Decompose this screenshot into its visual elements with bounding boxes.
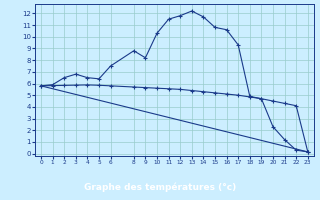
Text: Graphe des températures (°c): Graphe des températures (°c)	[84, 182, 236, 192]
